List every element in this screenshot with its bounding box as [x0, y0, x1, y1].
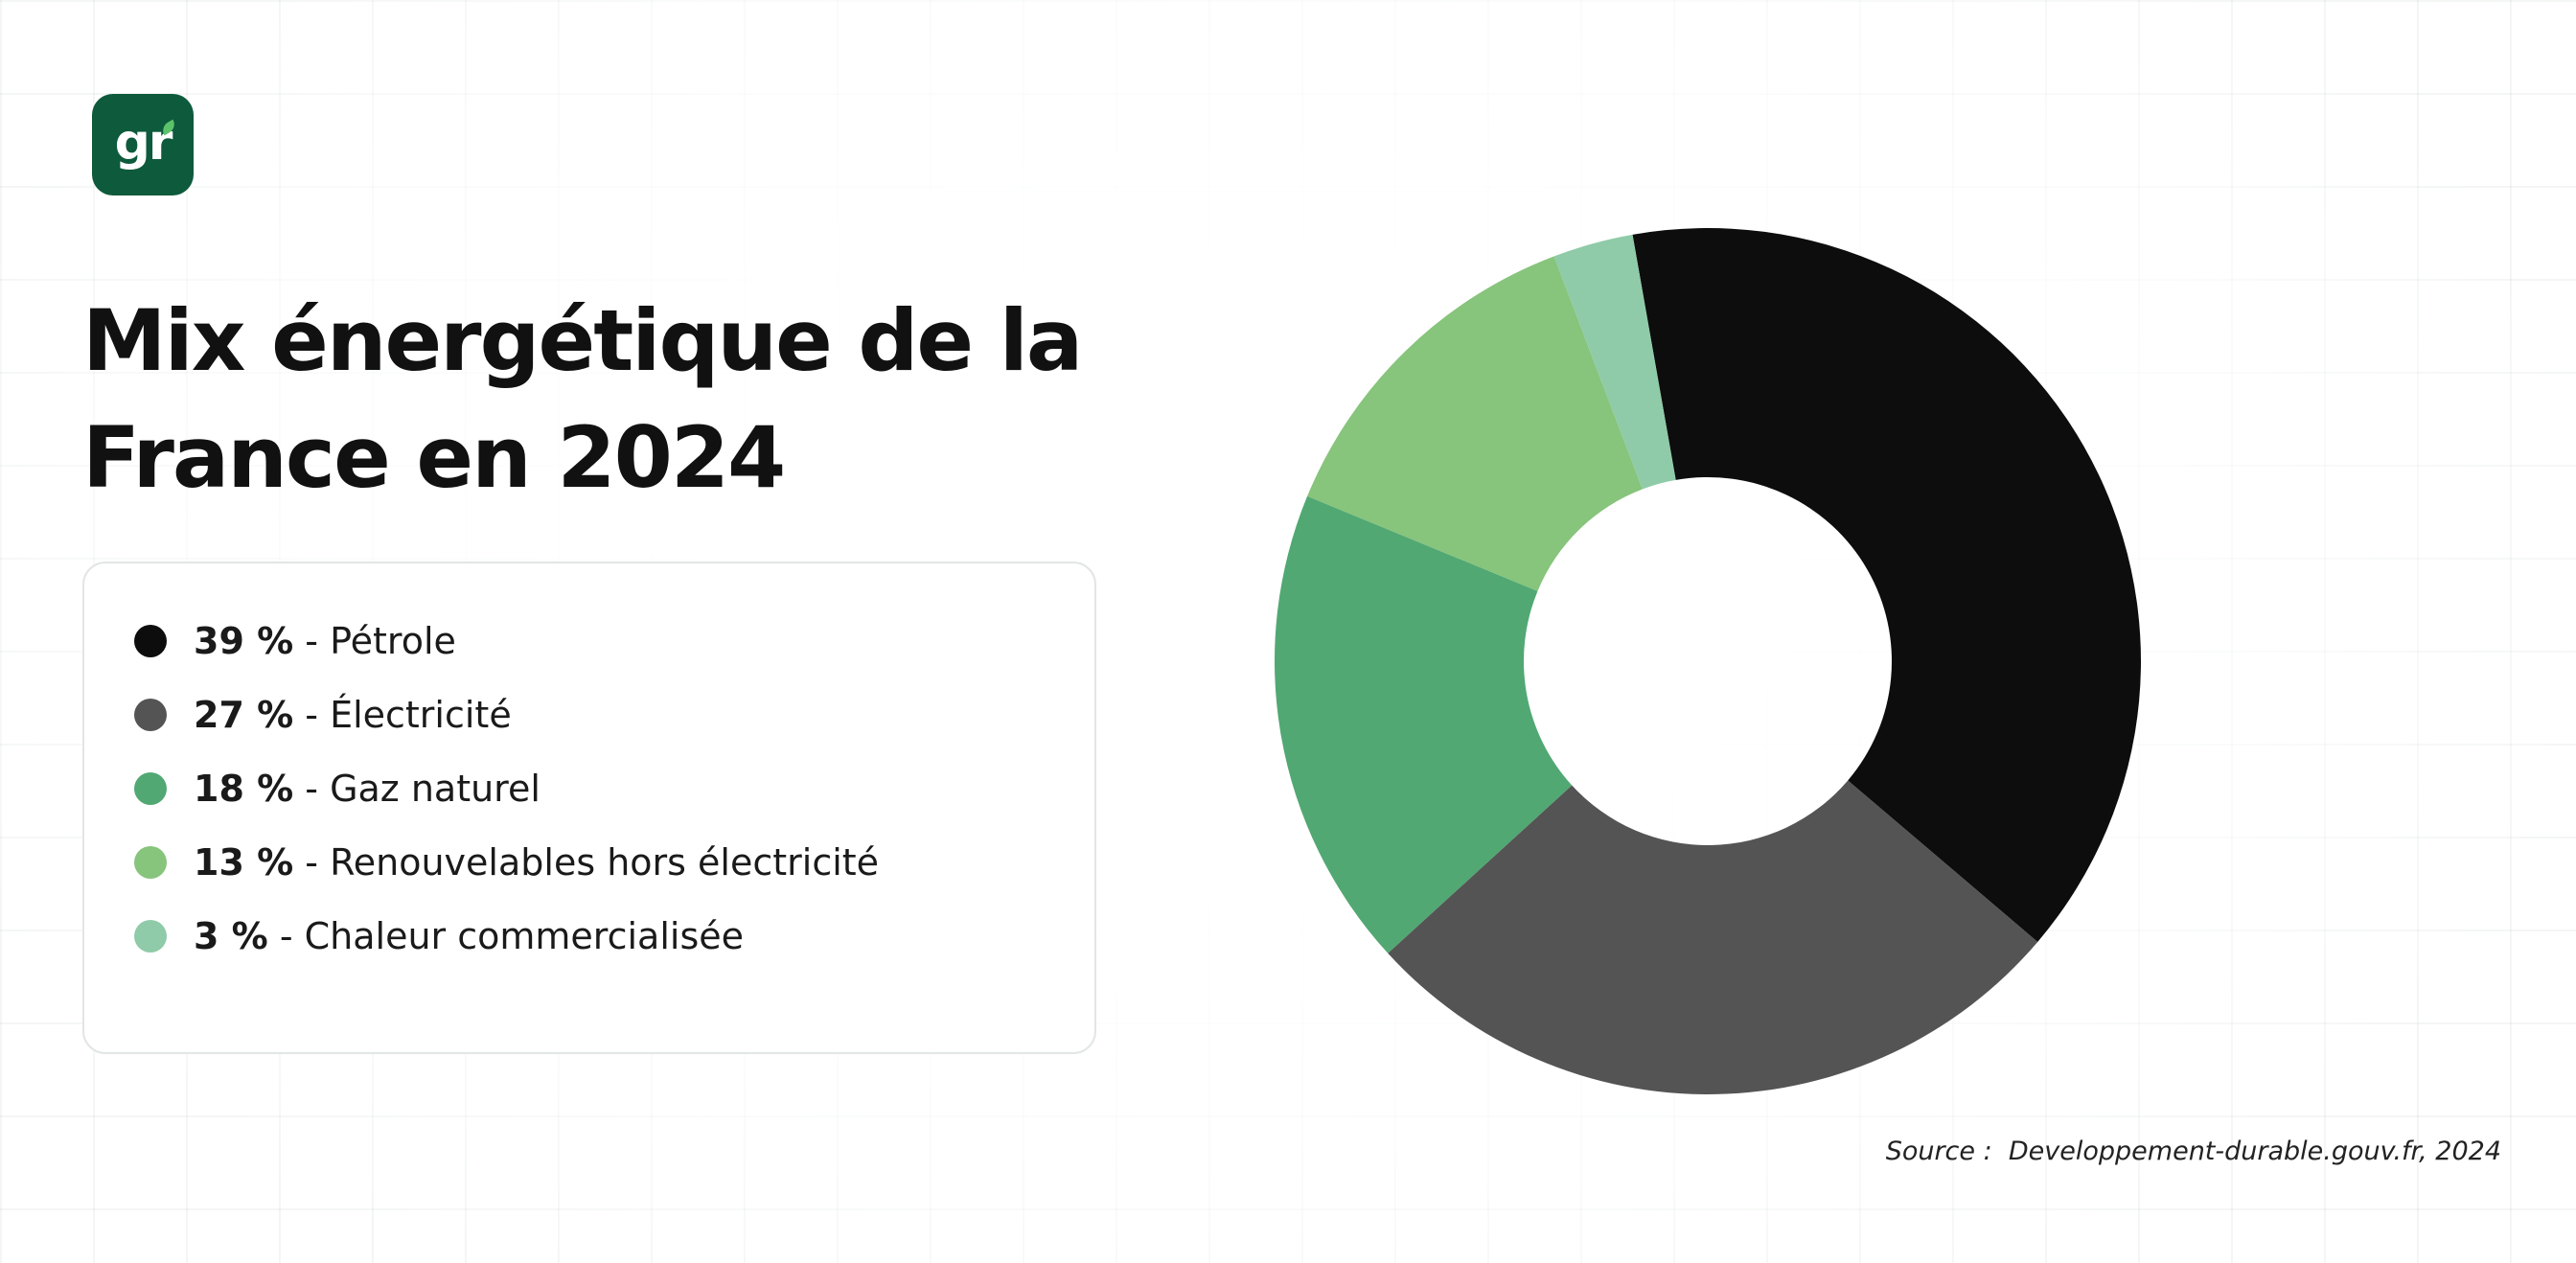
legend-dot-icon [134, 624, 167, 657]
title-line-2: France en 2024 [82, 408, 786, 507]
legend: 39 % - Pétrole 27 % - Électricité 18 % -… [82, 562, 1096, 1054]
legend-value: 3 % [194, 914, 268, 957]
donut-slice-5 [1553, 234, 1676, 490]
legend-separator: - [293, 767, 331, 810]
donut-slice-3 [1275, 495, 1573, 953]
legend-separator: - [293, 619, 331, 662]
legend-item: 3 % - Chaleur commercialisée [84, 899, 1094, 973]
source-text: Developpement-durable.gouv.fr, 2024 [2008, 1137, 2501, 1166]
title-line-1: Mix énergétique de la [82, 291, 1083, 390]
legend-value: 13 % [194, 840, 294, 884]
legend-separator: - [267, 914, 305, 957]
legend-dot-icon [134, 919, 167, 953]
legend-dot-icon [134, 845, 167, 879]
legend-item: 39 % - Pétrole [84, 604, 1094, 677]
legend-value: 18 % [194, 767, 294, 810]
chart-title: Mix énergétique de la France en 2024 [82, 283, 1137, 517]
legend-item: 27 % - Électricité [84, 677, 1094, 751]
legend-label: Chaleur commercialisée [304, 914, 744, 957]
legend-dot-icon [134, 771, 167, 805]
donut-chart [1275, 228, 2141, 1094]
legend-item: 18 % - Gaz naturel [84, 751, 1094, 825]
legend-separator: - [293, 693, 331, 736]
legend-dot-icon [134, 698, 167, 731]
legend-value: 39 % [194, 619, 294, 662]
donut-slice-4 [1307, 256, 1643, 591]
legend-separator: - [293, 840, 331, 884]
legend-label: Renouvelables hors électricité [330, 840, 880, 884]
donut-slice-1 [1632, 228, 2141, 942]
brand-logo: gr [92, 94, 194, 195]
legend-label: Gaz naturel [330, 767, 540, 810]
source-label: Source : [1885, 1137, 1992, 1166]
legend-label: Électricité [330, 693, 512, 736]
legend-item: 13 % - Renouvelables hors électricité [84, 825, 1094, 899]
donut-slice-2 [1388, 780, 2038, 1094]
source-caption: Source : Developpement-durable.gouv.fr, … [1886, 1137, 2501, 1166]
logo-text: gr [114, 114, 173, 172]
legend-label: Pétrole [330, 619, 456, 662]
legend-value: 27 % [194, 693, 294, 736]
